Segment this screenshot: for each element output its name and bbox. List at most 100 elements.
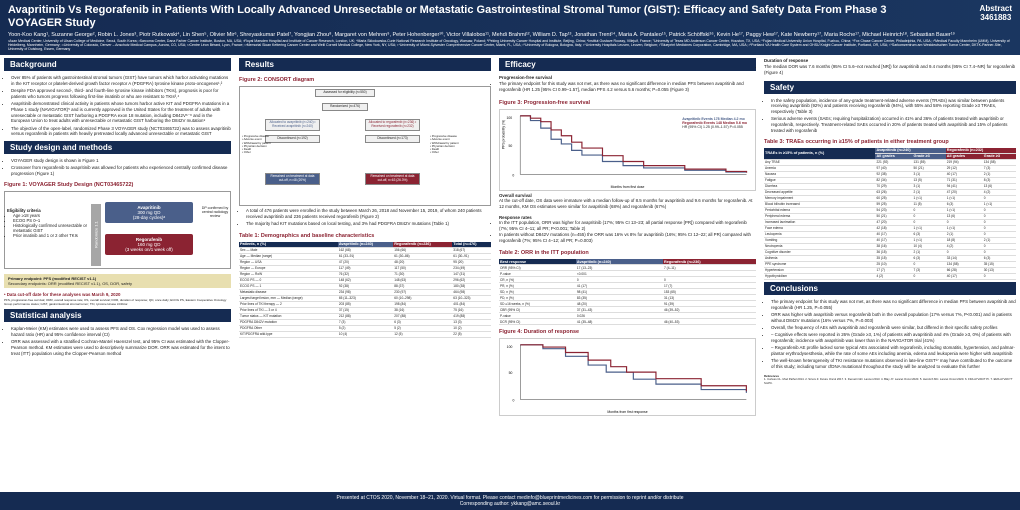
affiliations: ¹Asan Medical Center, University of Ulsa… [8,39,1012,51]
pfs-hr-box: Avapritinib Events 178 Median 4.2 mo Reg… [680,116,749,130]
background-heading: Background [4,58,231,71]
consort-ava-ongoing: Remained on treatment at data cut-off, n… [265,173,320,185]
table-2-orr: Best response Avapritinib (n=240) Regora… [499,259,756,325]
kit-bullet: The majority had KIT mutations based on … [246,221,491,227]
eligibility-item: Histologically confirmed unresectable or… [13,223,89,233]
footnote-a: PFS, progression-free survival; ORR, ove… [4,299,231,307]
svg-text:0: 0 [513,399,515,403]
crossover-note: DP confirmed by central radiology review [197,206,233,218]
safety-bullet: Serious adverse events (SAEs; requiring … [771,116,1016,133]
sd-bullet: VOYAGER study design is shown in Figure … [11,158,231,164]
eligibility-criteria: Eligibility criteria Age ≥18 years ECOG … [7,208,89,238]
dor-xlabel: Months from first response [607,410,647,414]
concl-bullet: Overall, the frequency of AEs with avapr… [771,325,1016,331]
consort-ava-arm: Allocated to avapritinib (n=240) • Recei… [265,119,320,131]
pfs-hr-value: HR (95% CI) 1.25 (0.99–1.57) P=0.055 [682,125,743,129]
bg-bullet: Over 85% of patients with gastrointestin… [11,75,231,86]
data-cutoff: • Data cut-off date for these analyses w… [4,292,231,298]
table-row: Hypothyroidism4 (2)040 (17)0 [764,273,1016,279]
rr-bullet: In the ITT population, ORR was higher fo… [499,220,756,231]
column-4: Duration of response The median DOR was … [760,55,1020,465]
consort-rego-ongoing: Remained on treatment at data cut-off, n… [365,173,420,185]
t3-col0: TRAEs in ≥15% of patients, n (%) [764,148,875,160]
bg-bullet: The objective of the open-label, randomi… [11,126,231,137]
references: References1. Corless CL. Mod Pathol 2014… [764,375,1016,386]
avapritinib-arm: Avapritinib 300 mg QD (28-day cycles)ᵃ [105,202,193,223]
bg-bullet: Despite FDA approved second-, third- and… [11,88,231,99]
safety-heading: Safety [764,81,1016,94]
rr-subheading: Response rates [499,215,532,220]
poster-footer: Presented at CTOS 2020, November 18–21, … [0,492,1020,510]
stat-bullet: ORR was assessed with a stratified Cochr… [11,339,231,356]
results-heading: Results [239,58,491,71]
consort-excl-a: • Progressive disease• Adverse event• Wi… [242,135,287,153]
conclusions-heading: Conclusions [764,282,1016,295]
consort-rego-arm: Allocated to regorafenib (n=236) • Recei… [365,119,420,131]
background-text: Over 85% of patients with gastrointestin… [4,75,231,138]
figure-3-title: Figure 3: Progression-free survival [499,100,756,106]
statistical-text: Kaplan-Meier (KM) estimates were used to… [4,326,231,358]
stat-bullet: Kaplan-Meier (KM) estimates were used to… [11,326,231,337]
rego-cycle: (3 weeks on/1 week off) [125,247,172,252]
pfs-xlabel: Months from first dose [611,185,645,189]
pfs-text: The primary endpoint for this study was … [499,81,756,92]
consort-assessed: Assessed for eligibility (n=550) [315,89,375,97]
figure-4-dor-chart: 100 50 0 Months from first response [499,338,756,416]
table-2-title: Table 2: ORR in the ITT population [499,250,756,256]
svg-text:100: 100 [507,115,513,119]
dor-subheading: Duration of response [764,58,808,63]
pfs-heading: Progression-free survival The primary en… [499,75,756,92]
svg-text:100: 100 [507,345,513,349]
column-1: Background Over 85% of patients with gas… [0,55,235,465]
authors: Yoon-Koo Kang¹, Suzanne George², Robin L… [8,32,1012,38]
safety-text: In the safety population, incidence of a… [764,98,1016,135]
figure-4-title: Figure 4: Duration of response [499,329,756,335]
column-3: Efficacy Progression-free survival The p… [495,55,760,465]
consort-randomized: Randomized (n=476) [322,103,368,111]
figure-1-title: Figure 1: VOYAGER Study Design (NCT03465… [4,182,231,188]
rr-bullet: In patients without D842V mutations (n=4… [499,232,756,243]
endpoints: Primary endpoint: PFS (modified RECIST v… [4,274,231,288]
enroll-bullet: A total of 476 patients were enrolled in… [246,208,491,219]
os-text: At the cut-off date, OS data were immatu… [499,198,756,209]
table-1-title: Table 1: Demographics and baseline chara… [239,233,491,239]
statistical-heading: Statistical analysis [4,309,231,322]
poster-header: Abstract 3461883 Avapritinib Vs Regorafe… [0,0,1020,55]
pfs-ylabel: PFS probability (%) [502,119,506,148]
concl-bullet: – Regorafenib AE profile lacked some typ… [771,345,1016,356]
concl-bullet: – Cognitive effects were reported in 26%… [771,332,1016,343]
table-row: DCR (95% CI)41 (35–48)46 (40–53) [499,319,756,325]
table-3-traes: TRAEs in ≥15% of patients, n (%) Avaprit… [764,148,1016,280]
poster-title: Avapritinib Vs Regorafenib in Patients W… [8,4,888,30]
column-2: Results Figure 2: CONSORT diagram Assess… [235,55,495,465]
concl-bullet: ORR was higher with avapritinib versus r… [771,312,1016,323]
abstract-number: 3461883 [980,13,1012,22]
randomize-bar: Randomize 1:1 [91,204,101,266]
table-3-title: Table 3: TRAEs occurring in ≥15% of pati… [764,139,1016,145]
svg-text:50: 50 [508,144,512,148]
sd-bullet: Crossover from regorafenib to avapritini… [11,165,231,176]
table-row: KIT/PDGFRA wild-type10 (4)12 (5)22 (5) [239,331,491,337]
study-design-text: VOYAGER study design is shown in Figure … [4,158,231,178]
svg-text:0: 0 [512,173,514,177]
os-subheading: Overall survival [499,193,532,198]
regorafenib-arm: Regorafenib 160 mg QD (3 weeks on/1 week… [105,234,193,255]
footer-line-2: Corresponding author: ykkang@amc.seoul.k… [460,501,560,507]
conclusions-text: The primary endpoint for this study was … [764,299,1016,371]
os-block: Overall survival At the cut-off date, OS… [499,193,756,210]
figure-2-consort: Assessed for eligibility (n=550) Randomi… [239,86,491,206]
poster-body: Background Over 85% of patients with gas… [0,55,1020,465]
eligibility-item: Prior imatinib and 1 or 2 other TKIs [13,233,89,238]
abstract-box: Abstract 3461883 [980,4,1012,22]
dor-text-block: Duration of response The median DOR was … [764,58,1016,75]
concl-bullet: The primary endpoint for this study was … [771,299,1016,310]
secondary-endpoints: Secondary endpoints: ORR (modified RECIS… [8,281,132,286]
pfs-subheading: Progression-free survival [499,75,552,80]
dor-svg: 100 50 0 Months from first response [500,339,755,415]
svg-text:50: 50 [509,371,513,375]
consort-excl-b: • Progressive disease• Adverse event• Wi… [430,135,475,153]
rr-block: Response rates In the ITT population, OR… [499,215,756,244]
bg-bullet: Avapritinib demonstrated clinical activi… [11,101,231,124]
ava-cycle: (28-day cycles)ᵃ [133,215,165,220]
table-1-demographics: Patients, n (%) Avapritinib (n=240) Rego… [239,242,491,338]
